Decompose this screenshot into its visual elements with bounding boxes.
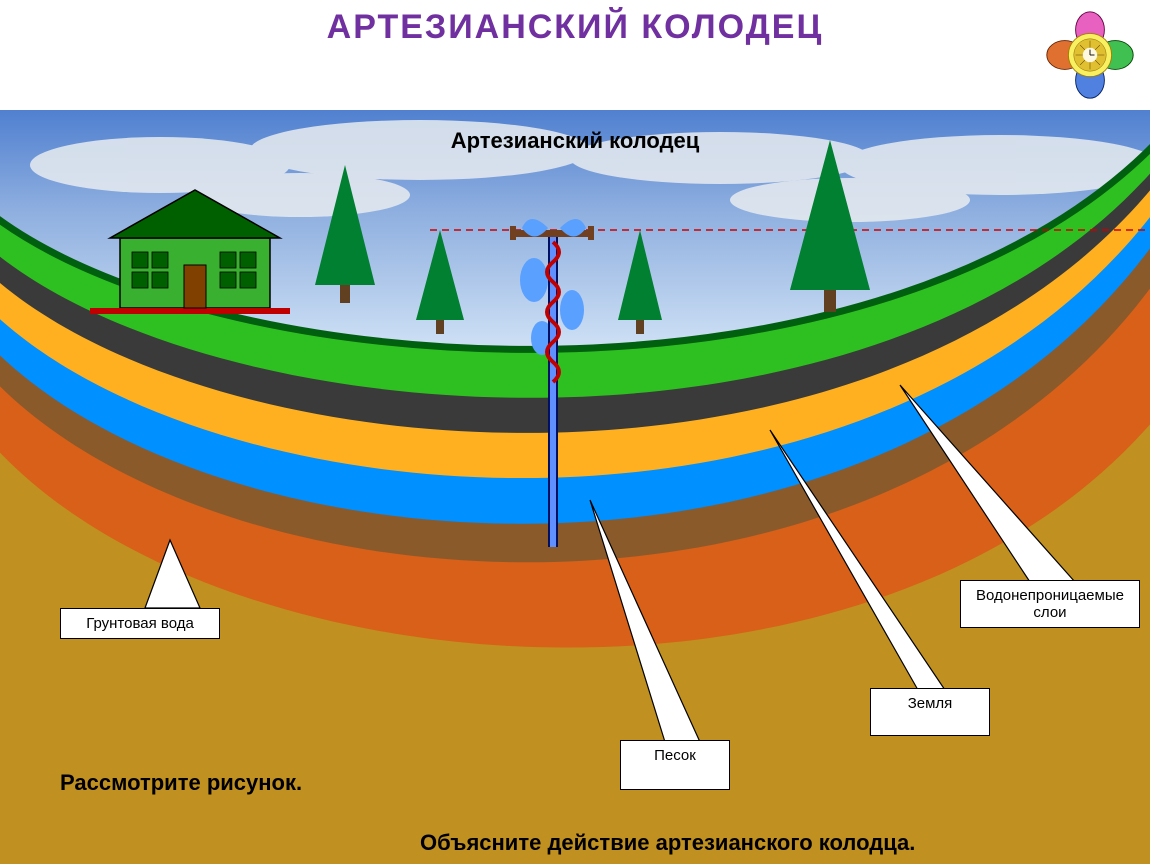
- callout-sand: Песок: [620, 740, 730, 790]
- callout-earth: Земля: [870, 688, 990, 736]
- instruction-text-2: Объясните действие артезианского колодца…: [420, 830, 915, 856]
- logo-badge: [1045, 10, 1135, 100]
- instruction-text-1: Рассмотрите рисунок.: [60, 770, 302, 796]
- page-title: АРТЕЗИАНСКИЙ КОЛОДЕЦ: [0, 8, 1150, 47]
- callout-impermeable: Водонепроницаемые слои: [960, 580, 1140, 628]
- diagram-subtitle: Артезианский колодец: [0, 128, 1150, 154]
- artesian-well-diagram: [0, 110, 1150, 864]
- callout-groundwater: Грунтовая вода: [60, 608, 220, 639]
